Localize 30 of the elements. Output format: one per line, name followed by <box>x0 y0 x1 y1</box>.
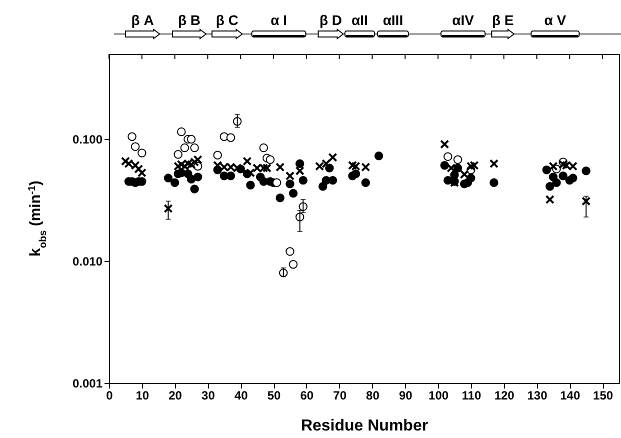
y-tick-label: 0.001 <box>72 376 103 390</box>
x-tick-label: 80 <box>366 388 380 402</box>
x-tick-label: 50 <box>267 388 282 402</box>
x-tick-label: 110 <box>462 388 482 402</box>
text: αII <box>352 12 368 28</box>
x-tick-label: 150 <box>593 388 614 402</box>
x-tick-label: 90 <box>398 388 413 402</box>
text: αIV <box>452 12 475 28</box>
text: α I <box>270 12 287 28</box>
text: α V <box>544 12 567 28</box>
x-tick-label: 40 <box>234 388 248 402</box>
x-tick-label: 130 <box>527 388 548 402</box>
y-tick-label: 0.100 <box>72 132 103 147</box>
text: β C <box>216 12 238 28</box>
x-tick-label: 60 <box>300 388 314 402</box>
x-tick-label: 70 <box>333 388 347 402</box>
x-tick-label: 10 <box>136 388 150 402</box>
text: β D <box>319 12 342 28</box>
x-tick-label: 140 <box>560 388 580 402</box>
text: β A <box>131 12 154 28</box>
x-tick-label: 0 <box>106 388 114 402</box>
text: β E <box>492 12 514 28</box>
x-tick-label: 30 <box>202 388 216 402</box>
x-tick-label: 100 <box>428 388 449 402</box>
text: β B <box>178 12 201 28</box>
text: αIII <box>382 12 404 28</box>
y-tick-label: 0.010 <box>72 254 103 269</box>
x-axis-title: Residue Number <box>300 418 428 434</box>
x-tick-label: 120 <box>494 388 515 402</box>
x-tick-label: 20 <box>168 388 182 402</box>
